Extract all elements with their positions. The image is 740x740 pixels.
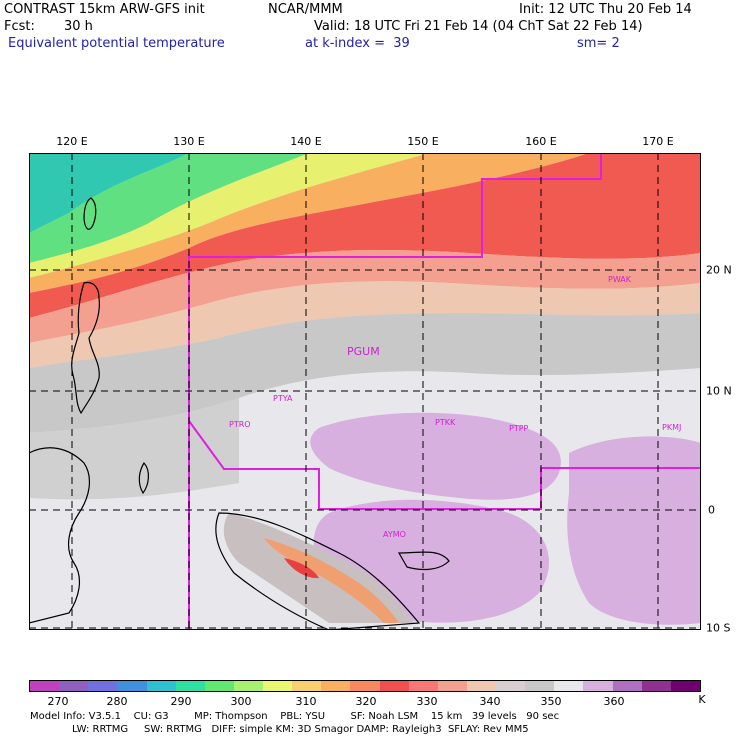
colorbar-swatch xyxy=(146,681,176,691)
band-red xyxy=(29,153,701,318)
colorbar-swatch xyxy=(292,681,322,691)
colorbar-swatch xyxy=(30,681,60,691)
colorbar-swatch xyxy=(117,681,147,691)
station-label: PWAK xyxy=(608,275,632,284)
lat-label: 20 N xyxy=(706,263,732,277)
smoothing: sm= 2 xyxy=(577,36,620,51)
colorbar-swatch xyxy=(466,681,496,691)
forecast-label: Fcst: xyxy=(4,19,35,34)
map-panel: PGUM PTYA PTRO PTKK PTPP PKMJ PWAK AYMO xyxy=(29,153,701,630)
coast-philippines xyxy=(71,281,100,415)
colorbar-swatch xyxy=(670,681,700,691)
colorbar-swatch xyxy=(233,681,263,691)
band-salmon xyxy=(29,250,701,343)
lat-label: 0 xyxy=(708,503,715,517)
band-green xyxy=(29,153,309,263)
colorbar-swatch xyxy=(88,681,118,691)
colorbar-label: 340 xyxy=(479,695,501,708)
colorbar-swatch xyxy=(583,681,613,691)
lat-label: 10 S xyxy=(706,621,731,635)
lon-label: 140 E xyxy=(290,135,322,148)
colorbar-label: 270 xyxy=(47,695,69,708)
colorbar-label: 320 xyxy=(355,695,377,708)
colorbar-swatch xyxy=(496,681,526,691)
band-peach xyxy=(29,281,701,368)
colorbar-label: 310 xyxy=(295,695,317,708)
lon-label: 150 E xyxy=(407,135,439,148)
colorbar-label: 330 xyxy=(416,695,438,708)
coast-borneo-sulawesi xyxy=(29,447,91,624)
lon-label: 130 E xyxy=(173,135,205,148)
station-label: AYMO xyxy=(383,530,406,539)
lat-label: 10 N xyxy=(706,384,732,398)
model-info-line1: Model Info: V3.5.1 CU: G3 MP: Thompson P… xyxy=(30,711,560,722)
coast-taiwan xyxy=(83,197,97,230)
colorbar-label: 350 xyxy=(540,695,562,708)
coast-halmahera xyxy=(138,461,149,495)
colorbar-label: 360 xyxy=(603,695,625,708)
colorbar-label: 290 xyxy=(170,695,192,708)
model-title: CONTRAST 15km ARW-GFS init xyxy=(4,2,205,17)
model-info-line2: LW: RRTMG SW: RRTMG DIFF: simple KM: 3D … xyxy=(72,724,529,735)
colorbar-swatch xyxy=(554,681,584,691)
patch-purple-east xyxy=(567,436,701,625)
band-orange xyxy=(29,153,589,293)
colorbar xyxy=(29,680,701,692)
colorbar-label: 280 xyxy=(106,695,128,708)
coast-newbritain xyxy=(397,551,450,571)
colorbar-swatch xyxy=(321,681,351,691)
region-boundary xyxy=(188,153,701,630)
station-label: PKMJ xyxy=(662,423,681,432)
colorbar-label: 300 xyxy=(230,695,252,708)
graticule xyxy=(29,153,701,630)
coast-newguinea xyxy=(215,512,421,630)
colorbar-swatch xyxy=(525,681,555,691)
lon-label: 160 E xyxy=(525,135,557,148)
colorbar-swatch xyxy=(204,681,234,691)
band-gray xyxy=(29,313,701,433)
lon-label: 170 E xyxy=(642,135,674,148)
station-label: PGUM xyxy=(347,345,380,358)
colorbar-swatch xyxy=(263,681,293,691)
level-index: at k-index = 39 xyxy=(305,36,410,51)
theta-e-map: PGUM PTYA PTRO PTKK PTPP PKMJ PWAK AYMO xyxy=(29,153,701,630)
forecast-hours: 30 h xyxy=(64,19,93,34)
colorbar-swatch xyxy=(175,681,205,691)
colorbar-swatch xyxy=(641,681,671,691)
band-gray-south xyxy=(29,398,239,500)
colorbar-swatch xyxy=(350,681,380,691)
terrain-peak xyxy=(284,558,319,579)
colorbar-swatch xyxy=(612,681,642,691)
colorbar-swatch xyxy=(379,681,409,691)
band-yellow xyxy=(29,153,429,278)
init-time: Init: 12 UTC Thu 20 Feb 14 xyxy=(519,2,692,17)
institution: NCAR/MMM xyxy=(268,2,343,17)
lon-label: 120 E xyxy=(56,135,88,148)
station-label: PTPP xyxy=(509,424,529,433)
terrain-ridge xyxy=(264,538,399,623)
station-label: PTKK xyxy=(435,418,456,427)
patch-purple-center xyxy=(310,412,561,500)
colorbar-unit: K xyxy=(698,693,706,706)
field-name: Equivalent potential temperature xyxy=(8,36,225,51)
station-label: PTYA xyxy=(273,394,293,403)
colorbar-swatch xyxy=(59,681,89,691)
valid-time: Valid: 18 UTC Fri 21 Feb 14 (04 ChT Sat … xyxy=(314,19,643,34)
colorbar-swatch xyxy=(437,681,467,691)
colorbar-swatch xyxy=(408,681,438,691)
station-label: PTRO xyxy=(229,420,251,429)
